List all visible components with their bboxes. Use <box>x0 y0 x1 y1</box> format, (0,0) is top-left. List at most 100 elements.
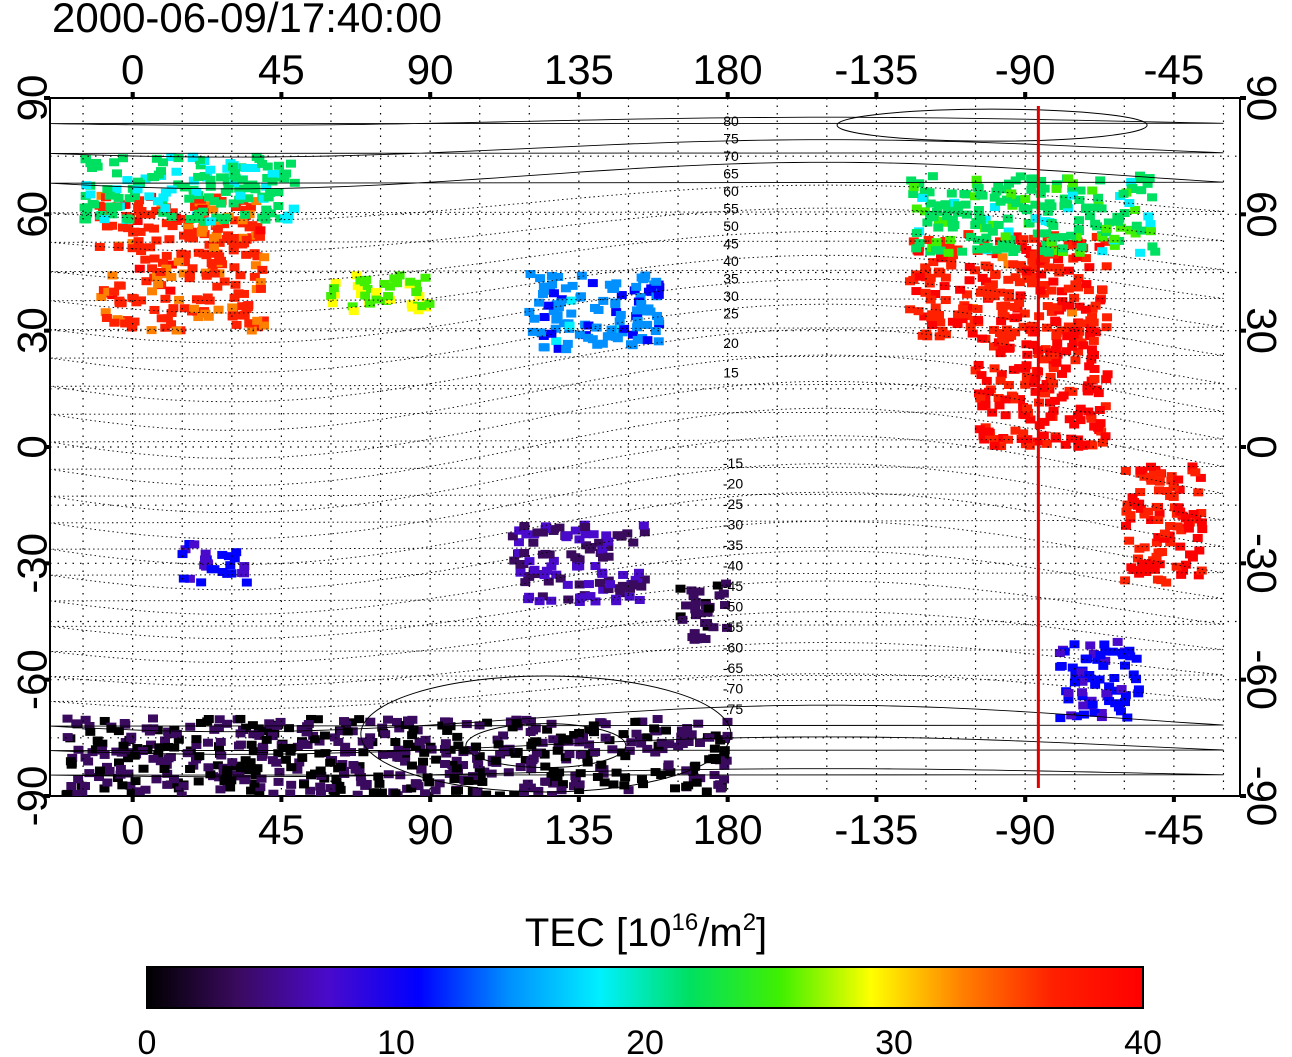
tec-cell <box>1192 534 1203 543</box>
tec-cell <box>1146 558 1157 567</box>
tec-cell <box>475 774 486 783</box>
tec-cell <box>414 292 425 301</box>
tec-cell <box>1131 675 1142 684</box>
tec-cell <box>623 786 634 795</box>
tec-cell <box>546 596 557 605</box>
tec-cell <box>248 730 259 739</box>
tec-cell <box>147 714 158 723</box>
tec-cell <box>97 739 108 748</box>
tec-cell <box>610 298 621 307</box>
tec-cell <box>935 268 946 277</box>
tec-cell <box>1069 640 1080 649</box>
tec-cell <box>538 282 549 291</box>
tec-cell <box>81 215 92 224</box>
tec-cell <box>519 521 530 530</box>
tec-cell <box>283 211 294 220</box>
tec-cell <box>981 223 992 232</box>
tec-cell <box>249 272 260 281</box>
tec-cell <box>537 738 548 747</box>
tec-cell <box>179 258 190 267</box>
tec-cell <box>1196 518 1207 527</box>
tec-cell <box>1097 247 1108 256</box>
tec-cell <box>609 284 620 293</box>
tec-cell <box>1026 185 1037 194</box>
tec-cell <box>974 213 985 222</box>
tec-cell <box>622 529 633 538</box>
lon-tick <box>1171 92 1176 98</box>
tec-cell <box>1069 293 1080 302</box>
tec-cell <box>1090 301 1101 310</box>
tec-cell <box>97 202 108 211</box>
tec-cell <box>193 209 204 218</box>
tec-cell <box>1029 379 1040 388</box>
tec-cell <box>177 550 188 559</box>
tec-cell <box>1052 303 1063 312</box>
tec-cell <box>257 213 268 222</box>
tec-cell <box>227 758 238 767</box>
tec-cell <box>914 239 925 248</box>
tec-cell <box>538 343 549 352</box>
tec-cell <box>1151 552 1162 561</box>
tec-cell <box>977 334 988 343</box>
tec-cell <box>940 273 951 282</box>
tec-cell <box>140 174 151 183</box>
tec-cell <box>949 221 960 230</box>
tec-cell <box>1134 499 1145 508</box>
tec-cell <box>394 724 405 733</box>
tec-cell <box>943 248 954 257</box>
tec-cell <box>394 271 405 280</box>
tec-cell <box>206 259 217 268</box>
tec-cell <box>984 282 995 291</box>
tec-cell <box>215 737 226 746</box>
tec-cell <box>976 371 987 380</box>
tec-cell <box>165 753 176 762</box>
tec-cell <box>363 740 374 749</box>
tec-cell <box>561 533 572 542</box>
lat-tick-label-right: 90 <box>1239 75 1286 122</box>
tec-cell <box>603 542 614 551</box>
tec-cell <box>470 776 481 785</box>
tec-cell <box>575 769 586 778</box>
tec-cell <box>82 203 93 212</box>
tec-cell <box>546 329 557 338</box>
tec-cell <box>419 748 430 757</box>
tec-cell <box>1136 226 1147 235</box>
tec-cell <box>983 387 994 396</box>
contour-label: -50 <box>723 599 743 615</box>
lat-tick-label-right: 30 <box>1239 307 1286 354</box>
tec-cell <box>964 262 975 271</box>
tec-cell <box>546 772 557 781</box>
tec-cell <box>971 175 982 184</box>
tec-cell <box>1183 524 1194 533</box>
tec-cell <box>714 591 725 600</box>
tec-cell <box>548 767 559 776</box>
tec-cell <box>1058 244 1069 253</box>
tec-cell <box>336 727 347 736</box>
contour-line <box>50 736 1224 755</box>
tec-cell <box>996 370 1007 379</box>
tec-cell <box>528 538 539 547</box>
tec-cell <box>1003 380 1014 389</box>
tec-cell <box>403 740 414 749</box>
tec-cell <box>995 197 1006 206</box>
tec-cell <box>1089 364 1100 373</box>
tec-cell <box>1046 218 1057 227</box>
tec-cell <box>1027 272 1038 281</box>
tec-cell <box>248 747 259 756</box>
tec-cell <box>1057 287 1068 296</box>
tec-cell <box>1155 469 1166 478</box>
tec-cell <box>100 308 111 317</box>
contour-label: -65 <box>723 660 743 676</box>
tec-cell <box>575 293 586 302</box>
tec-cell <box>593 305 604 314</box>
tec-cell <box>974 425 985 434</box>
tec-cell <box>1135 248 1146 257</box>
tec-cell <box>1021 361 1032 370</box>
tec-cell <box>967 329 978 338</box>
tec-cell <box>686 730 697 739</box>
tec-cell <box>1091 232 1102 241</box>
tec-cell <box>639 528 650 537</box>
tec-cell <box>420 273 431 282</box>
tec-cell <box>1175 507 1186 516</box>
tec-cell <box>529 565 540 574</box>
